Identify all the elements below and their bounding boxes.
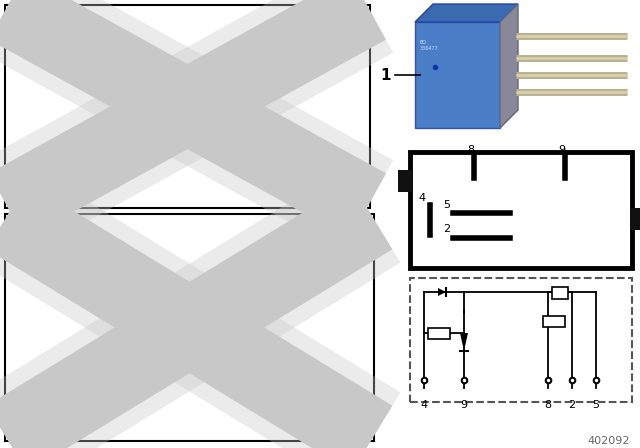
Polygon shape — [500, 4, 518, 128]
Bar — [410, 152, 632, 268]
Bar — [552, 287, 568, 299]
Bar — [398, 170, 412, 192]
Text: 9: 9 — [559, 145, 566, 155]
Bar — [543, 316, 565, 327]
Bar — [400, 2, 632, 148]
Bar — [410, 278, 632, 402]
Polygon shape — [415, 4, 518, 22]
Bar — [630, 208, 640, 230]
Text: 402092: 402092 — [588, 436, 630, 446]
Bar — [5, 5, 370, 208]
Text: 8: 8 — [467, 145, 475, 155]
Text: 8: 8 — [545, 400, 552, 410]
Text: 5: 5 — [593, 400, 600, 410]
Text: 4: 4 — [420, 400, 428, 410]
Text: 5: 5 — [443, 200, 450, 210]
Text: 2: 2 — [568, 400, 575, 410]
Polygon shape — [460, 333, 468, 351]
Bar — [5, 214, 374, 441]
Bar — [428, 328, 450, 339]
Text: BO
336477: BO 336477 — [420, 40, 439, 51]
Polygon shape — [438, 288, 446, 296]
Text: 2: 2 — [443, 224, 450, 234]
Text: 4: 4 — [419, 193, 426, 203]
Text: 9: 9 — [460, 400, 468, 410]
Polygon shape — [556, 288, 564, 296]
Bar — [415, 22, 500, 128]
Text: 1: 1 — [381, 68, 391, 82]
